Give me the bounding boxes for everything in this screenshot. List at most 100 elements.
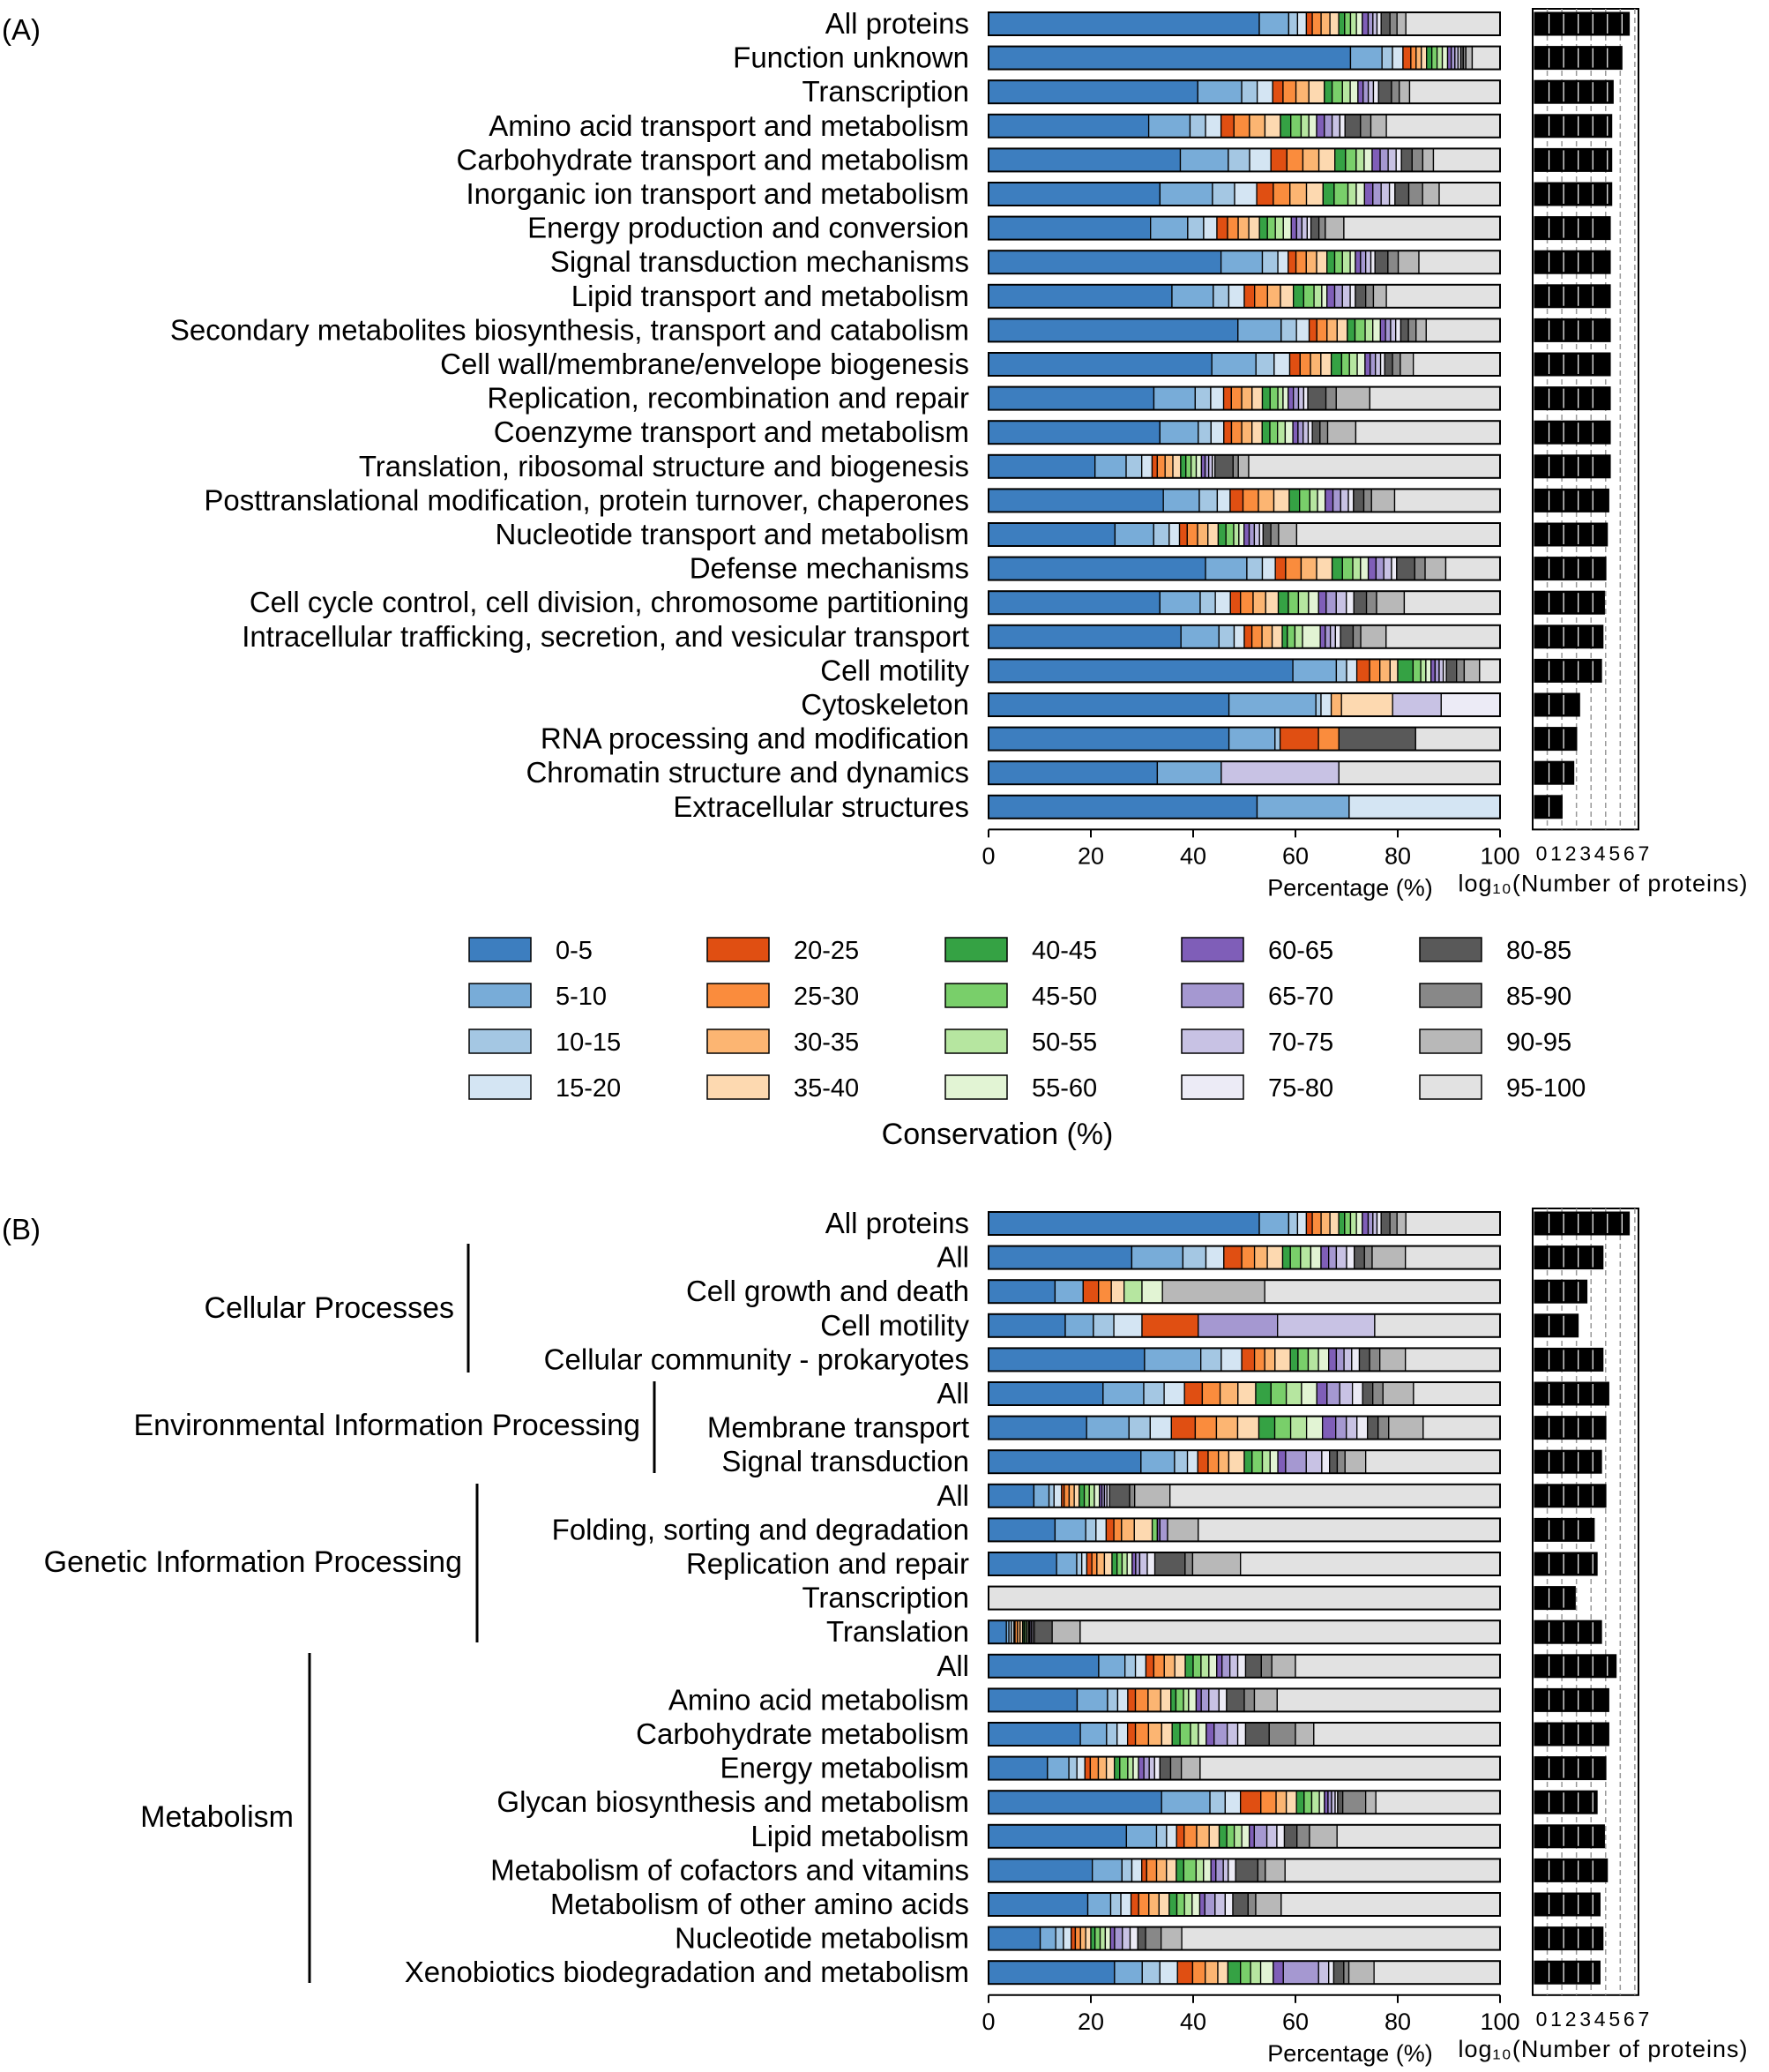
log-count-bar <box>1534 1926 1604 1951</box>
bar-segment-10-15 <box>1194 385 1212 411</box>
legend-item: 80-85 <box>1419 937 1571 965</box>
bar-segment-55-60 <box>1104 1926 1111 1951</box>
bar-segment-65-70 <box>1362 79 1370 104</box>
bar-segment-80-85 <box>1394 182 1410 206</box>
bar-segment-30-35 <box>1121 1517 1135 1543</box>
bar-segment-80-85 <box>1400 147 1413 173</box>
bar-segment-65-70 <box>1434 658 1440 684</box>
bar-segment-15-20 <box>1346 658 1358 684</box>
bar-segment-5-10 <box>1156 760 1222 785</box>
legend-item: 25-30 <box>706 983 859 1011</box>
bar-segment-50-55 <box>1277 385 1284 411</box>
row-label: Membrane transport <box>707 1411 969 1444</box>
bar-segment-40-45 <box>1338 11 1346 36</box>
bar-segment-45-50 <box>1225 522 1235 547</box>
legend-swatch <box>1181 1074 1244 1100</box>
bar-segment-95-100 <box>1418 250 1501 274</box>
bar-outline <box>988 1858 1501 1883</box>
row-label: Replication, recombination and repair <box>487 382 969 415</box>
row-label: Signal transduction mechanisms <box>550 245 969 278</box>
bar-segment-60-65 <box>1319 625 1326 649</box>
bar-segment-55-60 <box>1318 1790 1325 1814</box>
bar-segment-10-15 <box>1200 1347 1222 1373</box>
bar-segment-15-20 <box>1214 590 1231 615</box>
bar-segment-90-95 <box>1265 1858 1286 1883</box>
table-row: Metabolism of other amino acids <box>550 1888 1601 1920</box>
bar-segment-85-90 <box>1342 1790 1367 1814</box>
bar-segment-75-80 <box>1146 1552 1156 1576</box>
bar-segment-90-95 <box>1372 284 1387 309</box>
bar-segment-95-100 <box>1385 114 1501 138</box>
bar-segment-40-45 <box>1243 1449 1253 1474</box>
bar-segment-70-75 <box>1302 420 1310 445</box>
bar-segment-55-60 <box>1372 318 1382 343</box>
bar-segment-95-100 <box>1079 1619 1501 1644</box>
row-label: All proteins <box>825 7 969 40</box>
row-label: Signal transduction <box>721 1445 969 1477</box>
bar-segment-50-55 <box>1310 1790 1320 1814</box>
table-row: Function unknown <box>733 41 1623 74</box>
bar-segment-5-10 <box>1086 1892 1112 1917</box>
bar-segment-40-45 <box>1281 625 1288 649</box>
bar-segment-75-80 <box>1388 182 1396 206</box>
bar-segment-50-55 <box>1309 488 1318 513</box>
bar-segment-10-15 <box>1288 1211 1299 1236</box>
bar-segment-55-60 <box>1425 658 1432 684</box>
bar-outline <box>988 1960 1501 1986</box>
bar-segment-45-50 <box>1412 658 1422 684</box>
bar-segment-90-95 <box>1253 1687 1278 1713</box>
legend-swatch <box>1419 1029 1482 1054</box>
bar-segment-25-30 <box>1153 1654 1165 1679</box>
bar-outline <box>988 692 1501 717</box>
bar-segment-30-35 <box>1305 250 1317 274</box>
bar-segment-65-70 <box>1135 1552 1141 1576</box>
bar-segment-45-50 <box>1185 454 1192 479</box>
bar-segment-85-90 <box>1391 79 1400 104</box>
x-tick-label: 60 <box>1282 2008 1309 2035</box>
bar-segment-15-20 <box>1186 1449 1198 1474</box>
bar-segment-60-65 <box>1320 1245 1330 1270</box>
log-tick-label: 5 <box>1609 2008 1620 2031</box>
legend-label: 80-85 <box>1506 937 1571 965</box>
legend: 0-5 5-10 10-15 15-20 20-25 25-30 30-35 35-40 40-… <box>468 937 1586 1151</box>
bar-segment-5-10 <box>1159 182 1213 206</box>
bar-segment-35-40 <box>1208 1824 1220 1849</box>
table-row: All proteins <box>825 1207 1631 1239</box>
log-count-bar <box>1534 284 1611 309</box>
bar-segment-10-15 <box>1187 215 1205 241</box>
x-axis-title: Percentage (%) <box>1267 2040 1433 2067</box>
bar-segment-85-90 <box>1363 1245 1373 1270</box>
bar-segment-70-75 <box>1277 1313 1376 1338</box>
bar-segment-10-15 <box>1055 1926 1064 1951</box>
bar-segment-15-20 <box>1159 1960 1178 1985</box>
bar-segment-60-65 <box>1288 385 1295 411</box>
bar-segment-35-40 <box>1274 1347 1291 1373</box>
bar-segment-20-25 <box>1127 1687 1137 1713</box>
bar-segment-0-5 <box>988 215 1152 241</box>
bar-segment-45-50 <box>1345 147 1357 173</box>
bar-segment-15-20 <box>1220 1347 1243 1373</box>
bar-segment-60-65 <box>1290 215 1297 241</box>
bar-outline <box>988 45 1501 71</box>
bar-segment-30-35 <box>1068 1484 1075 1508</box>
bar-segment-70-75 <box>1220 760 1340 785</box>
bar-segment-75-80 <box>1224 1892 1234 1917</box>
bar-segment-95-100 <box>1280 1892 1501 1917</box>
bar-segment-80-85 <box>1337 1790 1344 1814</box>
bar-segment-65-70 <box>1328 1245 1338 1270</box>
bar-segment-55-60 <box>1282 215 1292 241</box>
bar-segment-15-20 <box>1210 385 1225 411</box>
bar-segment-70-75 <box>1265 1824 1278 1849</box>
bar-segment-55-60 <box>1355 1211 1363 1236</box>
bar-outline <box>988 420 1501 445</box>
bar-segment-85-90 <box>1365 590 1377 615</box>
bar-segment-5-10 <box>1098 1654 1126 1679</box>
bar-segment-15-20 <box>1228 284 1245 309</box>
bar-segment-90-95 <box>1465 45 1474 71</box>
bar-segment-25-30 <box>1286 147 1304 173</box>
bar-segment-90-95 <box>1191 1552 1242 1576</box>
bar-segment-95-100 <box>1313 1722 1501 1747</box>
bar-segment-10-15 <box>1209 1790 1227 1814</box>
table-row: Replication, recombination and repair <box>487 382 1611 415</box>
bar-segment-5-10 <box>1144 1347 1202 1373</box>
